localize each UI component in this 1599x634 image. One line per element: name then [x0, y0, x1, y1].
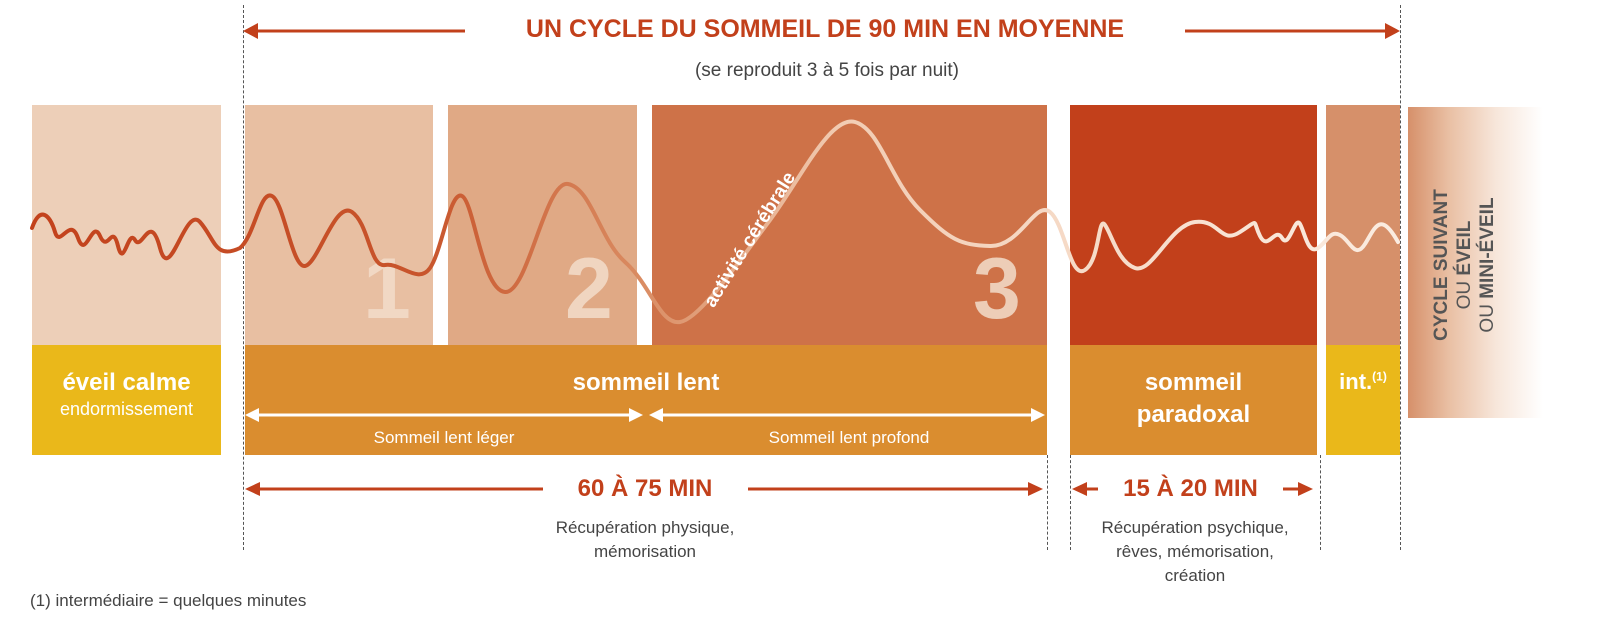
- int-label: int.: [1339, 369, 1373, 394]
- para-description: Récupération psychique, rêves, mémorisat…: [1060, 516, 1330, 588]
- lent-duration: 60 À 75 MIN: [577, 475, 713, 502]
- lent-description: Récupération physique, mémorisation: [450, 516, 840, 564]
- int-note: (1): [1372, 369, 1387, 384]
- int-bar: int.(1): [1326, 345, 1400, 455]
- lent-desc-1: Récupération physique,: [555, 518, 735, 537]
- guide-line: [1047, 455, 1048, 550]
- stage-number: 1: [363, 241, 411, 337]
- lent-desc-2: mémorisation: [593, 542, 697, 561]
- profond-label: Sommeil lent profond: [768, 428, 930, 447]
- paradoxal-line2: paradoxal: [1136, 401, 1251, 428]
- cycle-arrow: [243, 23, 1400, 39]
- next-line1: CYCLE SUIVANT: [1431, 189, 1452, 341]
- para-duration: 15 À 20 MIN: [1123, 475, 1258, 502]
- guide-line: [1320, 455, 1321, 550]
- next-cycle-block: [1408, 107, 1543, 418]
- stage3-block: [652, 105, 1047, 345]
- int-block: [1326, 105, 1400, 345]
- next-line2b: ÉVEIL: [1454, 220, 1475, 276]
- next-line2a: OU: [1454, 275, 1475, 310]
- paradoxal-line1: sommeil: [1144, 369, 1243, 396]
- subtitle: (se reproduit 3 à 5 fois par nuit): [694, 60, 960, 81]
- stage1-block: [245, 105, 433, 345]
- guide-line: [243, 5, 244, 550]
- guide-line: [1400, 5, 1401, 550]
- paradoxal-bar: sommeil paradoxal: [1070, 345, 1317, 455]
- eveil-bar: éveil calme endormissement: [32, 345, 221, 455]
- sommeil-lent-bar: sommeil lent: [245, 345, 1047, 455]
- leger-label: Sommeil lent léger: [373, 428, 515, 447]
- duration-arrows: [245, 482, 1313, 496]
- para-desc-3: création: [1164, 566, 1226, 585]
- eveil-subtitle: endormissement: [59, 399, 194, 419]
- footnote: (1) intermédiaire = quelques minutes: [30, 591, 307, 610]
- stage-number: 3: [973, 241, 1021, 337]
- lent-sub-arrows: [245, 408, 1045, 422]
- sommeil-lent-title: sommeil lent: [572, 369, 720, 396]
- next-line3a: OU: [1477, 298, 1498, 333]
- para-desc-2: rêves, mémorisation,: [1116, 542, 1274, 561]
- paradoxal-block: [1070, 105, 1317, 345]
- para-desc-1: Récupération psychique,: [1101, 518, 1289, 537]
- eveil-title: éveil calme: [62, 369, 191, 396]
- title: UN CYCLE DU SOMMEIL DE 90 MIN EN MOYENNE: [525, 15, 1125, 43]
- guide-line: [1070, 455, 1071, 550]
- next-line3b: MINI-ÉVEIL: [1477, 197, 1498, 299]
- brain-activity-wave: [30, 119, 1400, 325]
- stage-number: 2: [565, 241, 613, 337]
- next-cycle-text: CYCLE SUIVANT OU ÉVEIL OU MINI-ÉVEIL: [1430, 175, 1499, 355]
